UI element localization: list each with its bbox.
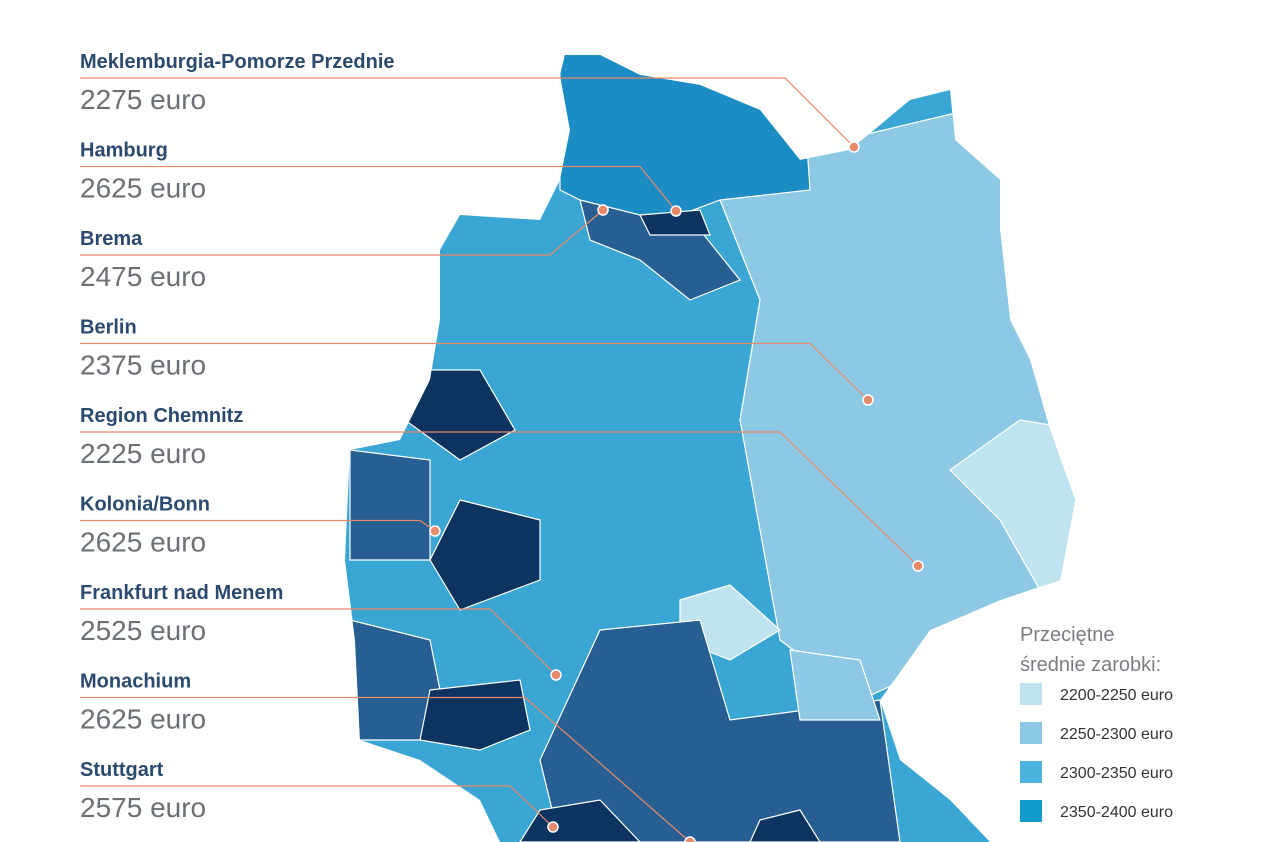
region-east-bavaria bbox=[789, 649, 881, 721]
city-dot bbox=[848, 141, 860, 153]
leader-line bbox=[80, 209, 604, 256]
region-name: Kolonia/Bonn bbox=[80, 494, 210, 516]
region-name: Frankfurt nad Menem bbox=[80, 582, 283, 604]
legend-title: Przeciętne bbox=[1020, 624, 1115, 646]
region-value: 2275 euro bbox=[80, 84, 206, 115]
region-name: Hamburg bbox=[80, 140, 168, 162]
leader-line bbox=[80, 519, 436, 532]
leader-line bbox=[80, 165, 677, 212]
region-name: Region Chemnitz bbox=[80, 405, 243, 427]
legend-title: średnie zarobki: bbox=[1020, 654, 1161, 676]
region-name: Meklemburgia-Pomorze Przednie bbox=[80, 51, 395, 73]
legend-swatch bbox=[1020, 800, 1042, 822]
region-munich bbox=[749, 809, 822, 842]
legend-label: 2200-2250 euro bbox=[1060, 687, 1173, 704]
region-value: 2625 euro bbox=[80, 173, 206, 204]
legend-swatch bbox=[1020, 722, 1042, 744]
region-labels: Meklemburgia-Pomorze Przednie 2275 euro Ha… bbox=[80, 51, 924, 842]
legend-swatch bbox=[1020, 761, 1042, 783]
region-value: 2375 euro bbox=[80, 350, 206, 381]
region-value: 2475 euro bbox=[80, 261, 206, 292]
leader-line bbox=[80, 77, 855, 148]
leader-line bbox=[80, 431, 919, 567]
region-value: 2525 euro bbox=[80, 615, 206, 646]
legend-label: 2350-2400 euro bbox=[1060, 804, 1173, 821]
legend: Przeciętne średnie zarobki: 2200-2250 euro… bbox=[1020, 624, 1173, 822]
city-dot bbox=[670, 205, 682, 217]
legend-swatch bbox=[1020, 683, 1042, 705]
legend-label: 2300-2350 euro bbox=[1060, 765, 1173, 782]
leader-line bbox=[80, 608, 557, 676]
region-cologne bbox=[429, 499, 541, 611]
legend-label: 2250-2300 euro bbox=[1060, 726, 1173, 743]
city-dot bbox=[684, 836, 696, 842]
region-saxony-east bbox=[949, 419, 1075, 601]
city-dot bbox=[597, 204, 609, 216]
region-value: 2625 euro bbox=[80, 527, 206, 558]
leader-line bbox=[80, 342, 869, 401]
leader-line bbox=[80, 785, 554, 828]
region-value: 2625 euro bbox=[80, 704, 206, 735]
leader-line bbox=[80, 696, 691, 842]
city-dot bbox=[550, 669, 562, 681]
region-west bbox=[349, 449, 431, 561]
city-dot bbox=[547, 821, 559, 833]
region-bavaria bbox=[539, 619, 901, 842]
region-name: Monachium bbox=[80, 671, 191, 693]
city-dot bbox=[912, 560, 924, 572]
city-dot bbox=[429, 525, 441, 537]
germany-map bbox=[345, 55, 1075, 842]
region-value: 2575 euro bbox=[80, 792, 206, 823]
city-dot bbox=[862, 394, 874, 406]
region-name: Brema bbox=[80, 228, 143, 250]
region-value: 2225 euro bbox=[80, 438, 206, 469]
region-name: Berlin bbox=[80, 317, 137, 339]
region-name: Stuttgart bbox=[80, 759, 164, 781]
